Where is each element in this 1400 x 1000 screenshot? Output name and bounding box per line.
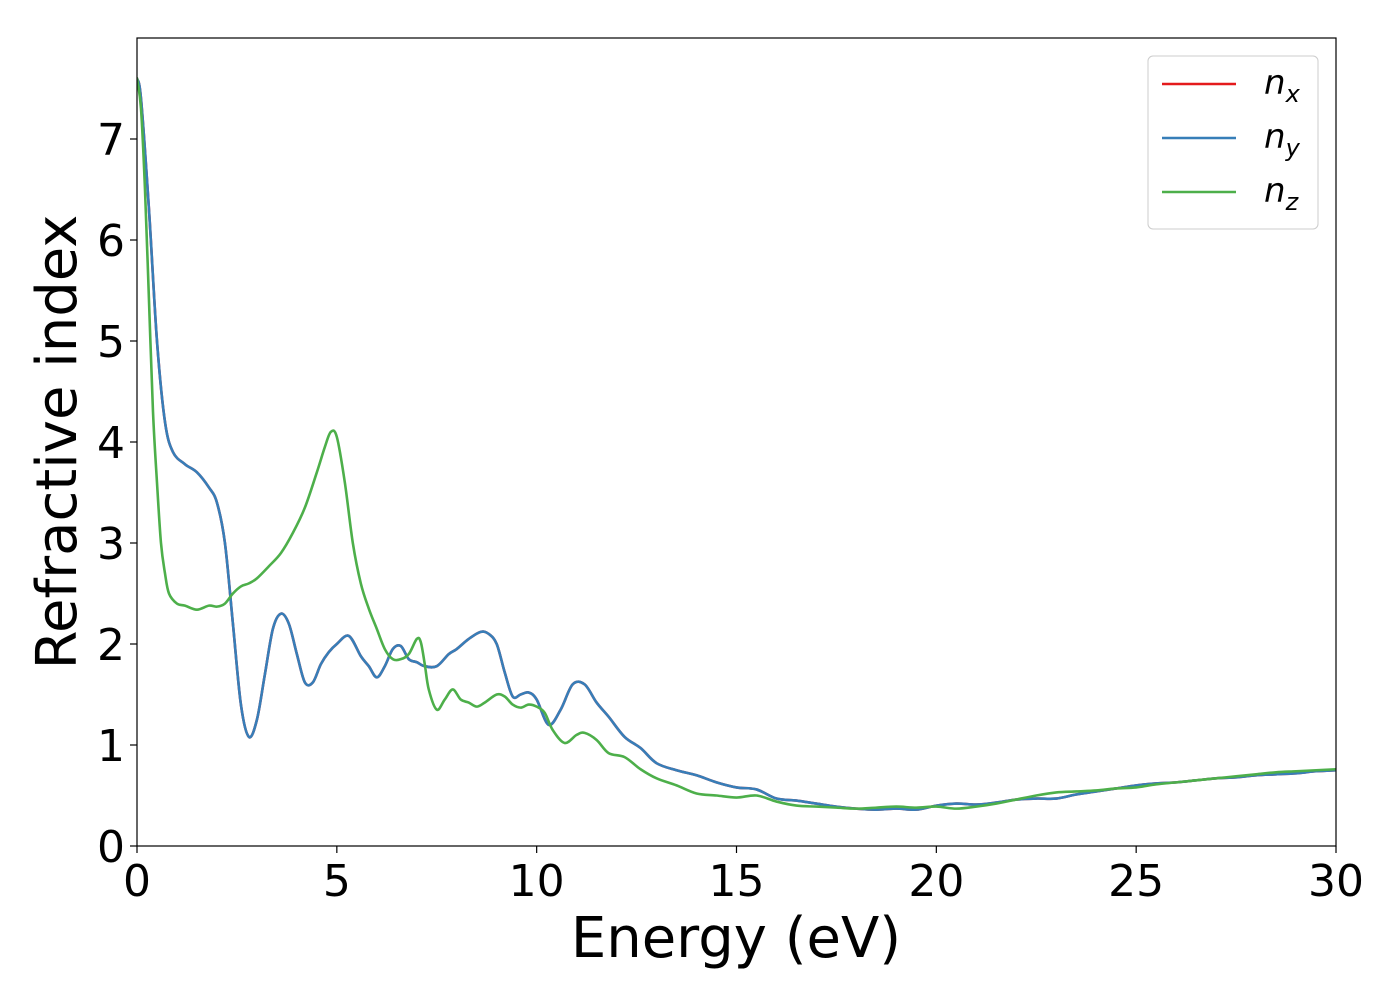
y-tick-label: 7 bbox=[97, 115, 125, 166]
y-tick-label: 4 bbox=[97, 418, 125, 469]
y-tick-label: 3 bbox=[97, 519, 125, 570]
y-axis-ticks: 0 1 2 3 4 5 6 7 bbox=[97, 115, 137, 873]
x-tick-label: 5 bbox=[323, 856, 351, 907]
legend-box bbox=[1147, 55, 1319, 230]
legend: nx ny nz bbox=[1147, 55, 1319, 230]
series-line-n-z bbox=[137, 77, 1336, 810]
y-axis-label: Refractive index bbox=[25, 215, 90, 670]
y-tick-label: 5 bbox=[97, 317, 125, 368]
x-tick-label: 20 bbox=[908, 856, 964, 907]
y-tick-label: 0 bbox=[97, 822, 125, 873]
legend-label-n-y: ny bbox=[1264, 117, 1301, 162]
y-tick-label: 2 bbox=[97, 620, 125, 671]
x-tick-label: 30 bbox=[1308, 856, 1364, 907]
y-tick-label: 1 bbox=[97, 721, 125, 772]
legend-label-n-x: nx bbox=[1264, 63, 1301, 108]
y-tick-label: 6 bbox=[97, 216, 125, 267]
x-tick-label: 15 bbox=[709, 856, 765, 907]
series-layer bbox=[137, 77, 1336, 812]
x-tick-label: 25 bbox=[1108, 856, 1164, 907]
x-axis-label: Energy (eV) bbox=[571, 906, 901, 971]
x-axis-ticks: 0 5 10 15 20 25 30 bbox=[123, 846, 1364, 907]
x-tick-label: 0 bbox=[123, 856, 151, 907]
legend-label-n-z: nz bbox=[1264, 171, 1300, 216]
x-tick-label: 10 bbox=[509, 856, 565, 907]
series-line-n-y bbox=[137, 77, 1336, 812]
